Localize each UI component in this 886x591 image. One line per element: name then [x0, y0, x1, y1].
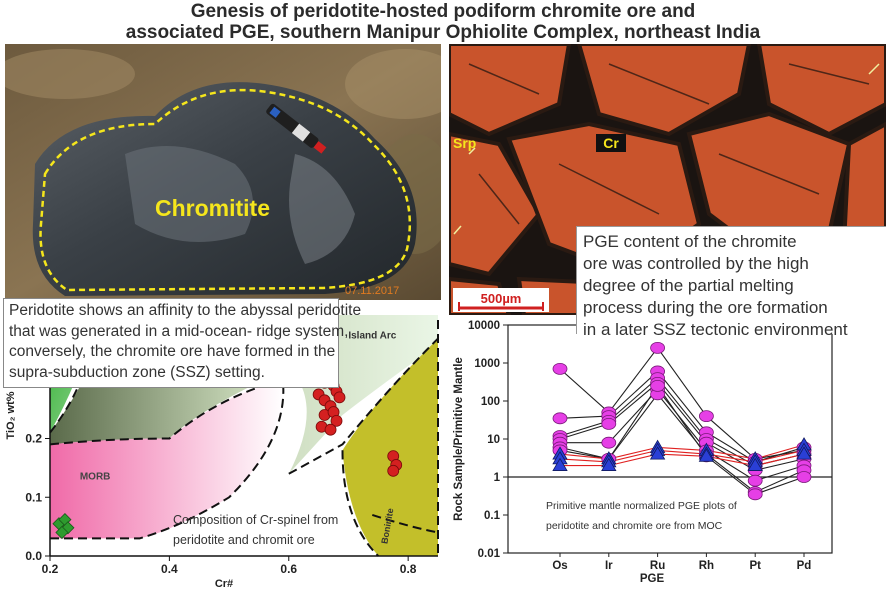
x-tick-label: Ir — [605, 560, 613, 572]
y-tick-label: 0.0 — [25, 549, 42, 563]
data-point-triangle — [796, 446, 812, 460]
pge-note: PGE content of the chromite ore was cont… — [576, 226, 886, 339]
pge-annotation: peridotite and chromite ore from MOC — [546, 520, 723, 532]
y-axis-label: TiO₂ wt% — [5, 391, 17, 439]
note-line: conversely, the chromite ore have formed… — [9, 343, 336, 360]
region-label-morb: MORB — [80, 472, 111, 483]
data-point-circle — [330, 414, 343, 427]
data-point-triangle — [552, 457, 568, 471]
scale-bar-label: 500µm — [481, 291, 522, 306]
series-line — [559, 444, 805, 460]
field-photo-drawing: Chromitite 07.11.2017 — [5, 44, 441, 300]
data-point-circle — [333, 391, 346, 404]
data-point-circle — [324, 423, 337, 436]
note-line: PGE content of the chromite — [583, 232, 797, 251]
data-point-circle — [552, 412, 568, 425]
series-line — [559, 384, 805, 495]
date-stamp: 07.11.2017 — [345, 285, 399, 297]
cr-label: Cr — [603, 135, 619, 151]
note-line: Peridotite shows an affinity to the abys… — [9, 302, 362, 319]
page-title-line-1: Genesis of peridotite-hosted podiform ch… — [190, 1, 696, 22]
x-tick-label: 0.8 — [400, 562, 417, 576]
y-tick-label: 100 — [481, 396, 500, 408]
data-point-triangle — [698, 448, 715, 462]
y-tick-label: 10000 — [468, 320, 500, 332]
marker-pen-icon — [266, 103, 327, 154]
pge-annotation: Primitive mantle normalized PGE plots of — [546, 500, 737, 512]
series-line — [559, 449, 805, 463]
scatter-annotation: Composition of Cr-spinel from — [173, 513, 338, 527]
note-line: process during the ore formation — [583, 298, 828, 317]
y-tick-label: 1000 — [474, 358, 500, 370]
field-photo: Chromitite 07.11.2017 — [5, 44, 441, 300]
note-line: in a later SSZ tectonic environment — [583, 320, 848, 339]
data-point-circle — [650, 379, 666, 392]
pge-spider-chart: 0.01 0.1 1 10 100 1000 10000 Os Ir Ru Rh Pt Pd PGE Roc… — [453, 320, 833, 585]
data-point-circle — [650, 341, 666, 354]
data-point-circle — [698, 410, 714, 423]
x-tick-label: 0.4 — [161, 562, 178, 576]
y-tick-label: 1 — [494, 472, 501, 484]
note-line: supra-subduction zone (SSZ) setting. — [9, 363, 265, 381]
data-point-circle — [552, 362, 568, 375]
region-label-island-arc: Island Arc — [348, 331, 396, 342]
chromitite-outline — [39, 88, 411, 292]
data-point-triangle — [747, 457, 763, 471]
series-line — [560, 453, 805, 467]
y-axis-label: Rock Sample/Primitive Mantle — [453, 357, 465, 521]
x-tick-label: Os — [552, 560, 567, 572]
y-tick-label: 0.2 — [25, 432, 42, 446]
srp-label: Srp — [453, 135, 476, 151]
x-tick-label: Ru — [650, 560, 665, 572]
data-point-triangle — [649, 446, 666, 460]
x-tick-label: 0.6 — [280, 562, 297, 576]
data-point-circle — [796, 471, 812, 483]
x-axis-label: PGE — [640, 573, 665, 585]
note-line: that was generated in a mid-ocean- ridge… — [9, 322, 349, 340]
x-tick-label: 0.2 — [42, 562, 59, 576]
x-axis-label: Cr# — [215, 578, 233, 590]
page-title-line-2: associated PGE, southern Manipur Ophioli… — [125, 22, 761, 43]
x-tick-label: Pt — [749, 560, 761, 572]
series-line — [559, 382, 805, 471]
scatter-annotation: peridotite and chromit ore — [173, 533, 315, 547]
data-point-diamond — [55, 525, 69, 540]
y-tick-label: 0.1 — [25, 490, 42, 504]
y-tick-label: 10 — [487, 434, 500, 446]
note-line: degree of the partial melting — [583, 276, 794, 295]
data-point-circle — [601, 436, 617, 449]
y-tick-label: 0.01 — [478, 548, 501, 560]
data-point-circle — [601, 417, 617, 430]
y-tick-label: 0.1 — [484, 510, 501, 522]
x-tick-label: Rh — [699, 560, 714, 572]
x-tick-label: Pd — [797, 560, 812, 572]
chromitite-label: Chromitite — [155, 195, 270, 221]
data-point-circle — [387, 464, 400, 477]
note-line: ore was controlled by the high — [583, 254, 809, 273]
data-point-circle — [747, 488, 763, 501]
peridotite-note: Peridotite shows an affinity to the abys… — [3, 298, 362, 388]
series-line — [559, 346, 805, 460]
data-point-circle — [747, 474, 763, 487]
series-line — [560, 388, 805, 482]
data-point-triangle — [601, 457, 617, 471]
